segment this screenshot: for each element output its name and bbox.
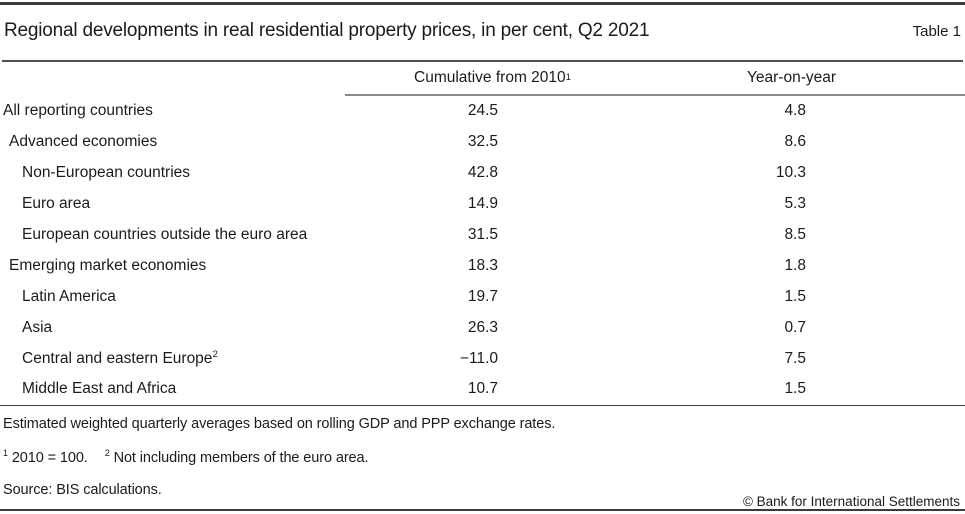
top-rule <box>0 2 965 5</box>
row-label: Advanced economies <box>9 133 158 151</box>
table-body: All reporting countries 24.5 4.8 Advanced e… <box>0 96 965 406</box>
cumulative-value: 19.7 <box>467 287 498 305</box>
yoy-value: 0.7 <box>784 318 806 336</box>
table-row: Central and eastern Europe2 −11.0 7.5 <box>0 343 965 374</box>
column-header-cumulative: Cumulative from 2010 1 <box>345 62 640 96</box>
footnote-2-marker: 2 <box>104 448 110 459</box>
yoy-value: 1.5 <box>784 380 806 398</box>
yoy-value: 1.5 <box>784 287 806 305</box>
title-rule <box>2 60 963 62</box>
table-row: Middle East and Africa 10.7 1.5 <box>0 374 965 405</box>
yoy-value: 8.5 <box>784 226 806 243</box>
page-title: Regional developments in real residentia… <box>4 20 650 41</box>
yoy-value: 10.3 <box>775 164 806 182</box>
table-row: European countries outside the euro area… <box>0 220 965 251</box>
cumulative-value: 18.3 <box>467 256 498 274</box>
cumulative-value: 24.5 <box>467 102 498 120</box>
yoy-value: 1.8 <box>784 256 806 274</box>
row-label: Latin America <box>22 287 116 305</box>
row-label-sup: 2 <box>212 348 218 360</box>
yoy-value: 8.6 <box>784 133 806 151</box>
column-header-yoy: Year-on-year <box>640 62 965 96</box>
row-label: Middle East and Africa <box>22 380 177 398</box>
row-label: Central and eastern Europe2 <box>22 348 218 367</box>
table-row: All reporting countries 24.5 4.8 <box>0 96 965 127</box>
footnote-1-text: 2010 = 100. <box>7 450 88 466</box>
row-label: Asia <box>22 318 53 336</box>
row-label: Non-European countries <box>22 164 191 182</box>
footnote-references: 1 2010 = 100. 2 Not including members of … <box>3 448 369 466</box>
row-label: European countries outside the euro area <box>22 226 308 243</box>
row-label: Emerging market economies <box>9 256 207 274</box>
row-label: Euro area <box>22 195 91 213</box>
yoy-value: 5.3 <box>784 195 806 213</box>
table-header-row: Cumulative from 2010 1 Year-on-year <box>0 62 965 96</box>
cumulative-value: 14.9 <box>467 195 498 213</box>
cumulative-value: 32.5 <box>467 133 498 151</box>
table-row: Euro area 14.9 5.3 <box>0 189 965 220</box>
table-row: Latin America 19.7 1.5 <box>0 281 965 312</box>
bottom-rule <box>0 509 965 511</box>
source-line: Source: BIS calculations. <box>3 482 162 498</box>
column-header-yoy-text: Year-on-year <box>746 69 837 86</box>
table-row: Emerging market economies 18.3 1.8 <box>0 250 965 281</box>
row-label: All reporting countries <box>3 102 153 120</box>
cumulative-value: 42.8 <box>467 164 498 182</box>
cumulative-value: 10.7 <box>467 380 498 398</box>
yoy-value: 7.5 <box>784 349 806 367</box>
column-header-cumulative-text: Cumulative from 2010 <box>414 69 566 86</box>
footnote-2-text: Not including members of the euro area. <box>109 450 369 466</box>
title-row: Regional developments in real residentia… <box>4 20 961 42</box>
table-row: Non-European countries 42.8 10.3 <box>0 158 965 189</box>
table-number-label: Table 1 <box>912 23 961 40</box>
column-header-empty <box>0 62 345 96</box>
table-row: Asia 26.3 0.7 <box>0 312 965 343</box>
copyright-notice: © Bank for International Settlements <box>742 494 960 509</box>
cumulative-value: −11.0 <box>459 349 498 367</box>
footnote-general: Estimated weighted quarterly averages ba… <box>3 416 556 432</box>
footnote-1-marker: 1 <box>3 448 8 459</box>
cumulative-value: 26.3 <box>467 318 498 336</box>
table-row: Advanced economies 32.5 8.6 <box>0 127 965 158</box>
cumulative-value: 31.5 <box>467 226 498 243</box>
yoy-value: 4.8 <box>784 102 806 120</box>
